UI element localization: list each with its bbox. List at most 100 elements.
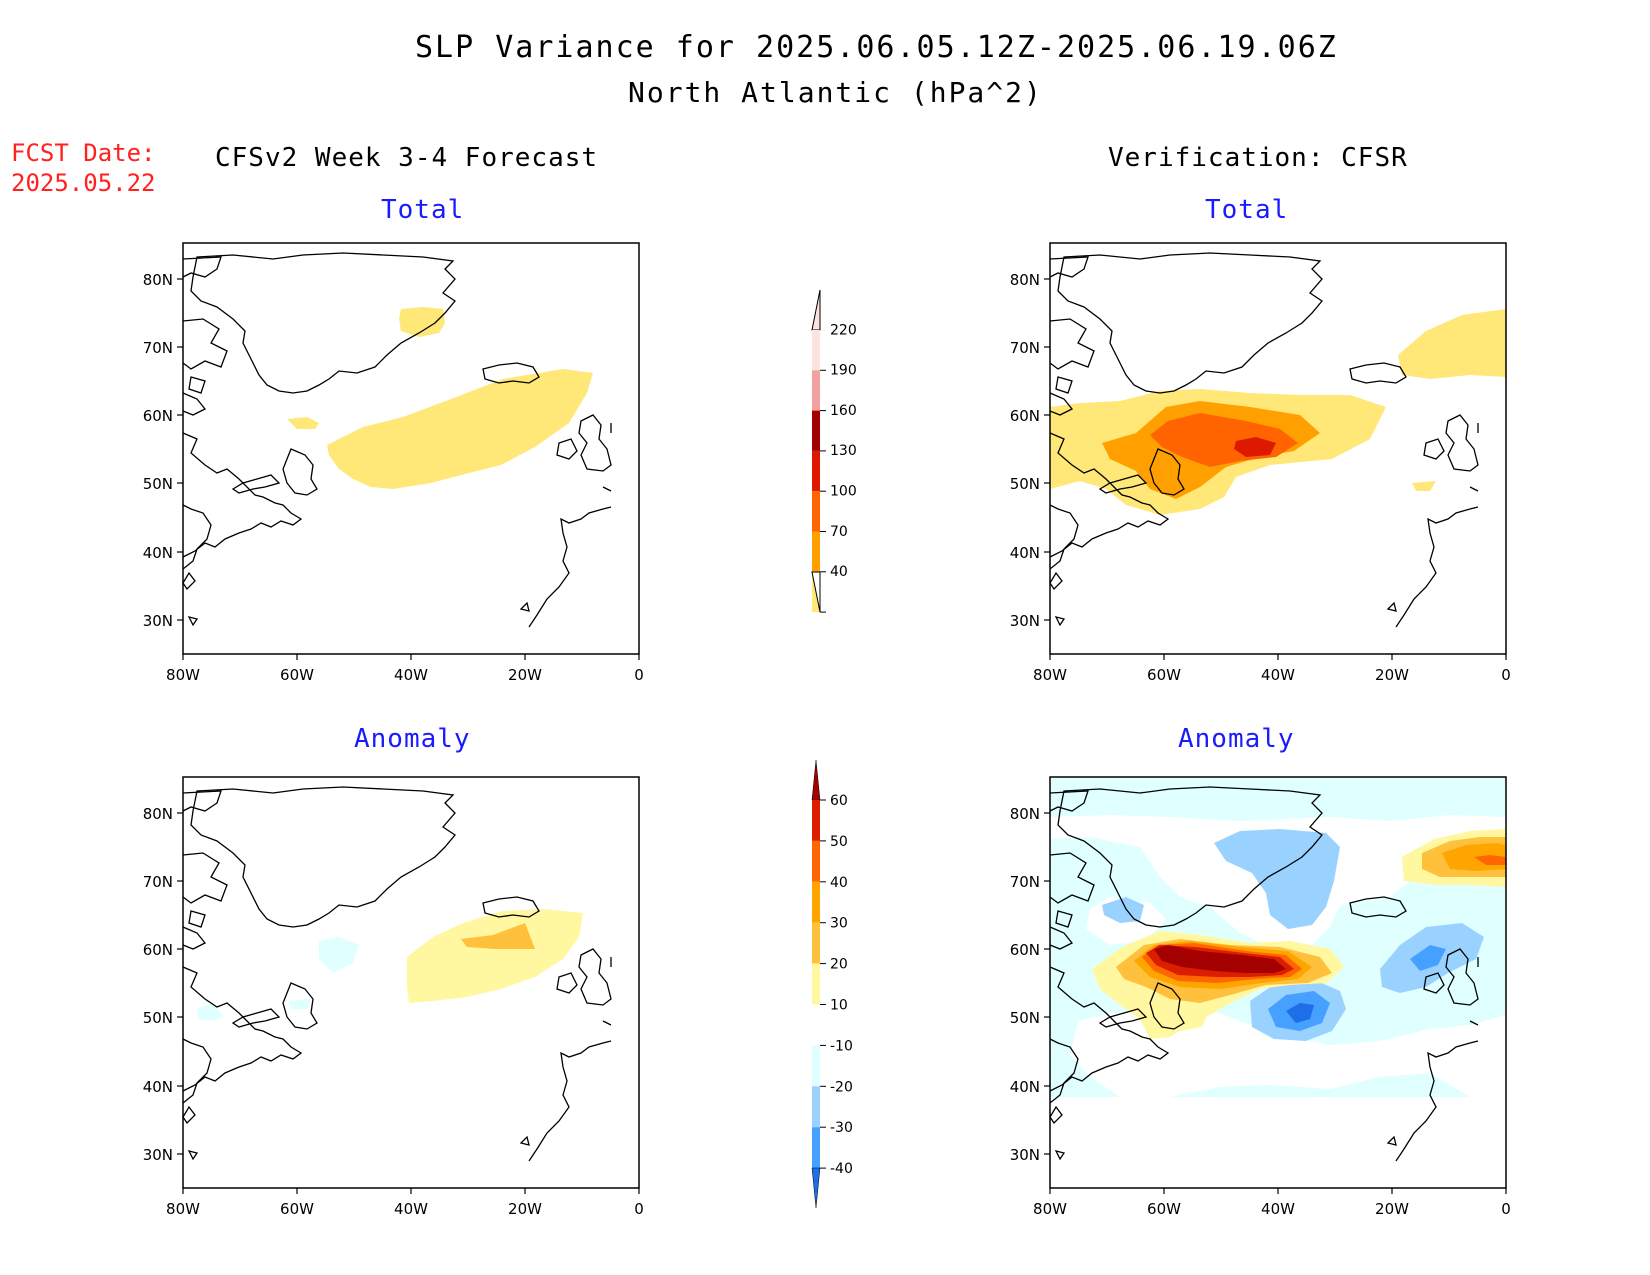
forecast-heading: CFSv2 Week 3-4 Forecast <box>215 143 599 173</box>
shade-fc-total-labrador <box>287 417 319 429</box>
colorbar-total-box <box>812 330 820 371</box>
lon-label: 40W <box>394 1200 428 1218</box>
shade-fc-anom-cyan-2 <box>197 1003 223 1021</box>
colorbar-total-label: 130 <box>830 443 857 459</box>
verification-heading: Verification: CFSR <box>1108 143 1408 173</box>
lat-label: 40N <box>143 1078 173 1096</box>
lat-label: 70N <box>143 339 173 357</box>
colorbar-anomaly-label: 10 <box>830 998 848 1014</box>
colorbar-total-label: 40 <box>830 564 848 580</box>
shade-fc-anom-yellow <box>407 909 583 1003</box>
colorbar-total-label: 70 <box>830 524 848 540</box>
lat-label: 40N <box>1010 544 1040 562</box>
colorbar-anomaly-label: 60 <box>830 793 848 809</box>
panel-title-verification-total: Total <box>1205 195 1289 225</box>
colorbar-total-cap-bottom <box>811 571 821 613</box>
shade-vf-anom-blue-arctic <box>1102 897 1144 923</box>
colorbar-anomaly-labels: 60 50 40 30 20 10 -10 -20 -30 -40 <box>820 793 853 1177</box>
shade-fc-total-atlantic <box>327 369 593 489</box>
lon-label: 40W <box>394 666 428 684</box>
colorbar-anomaly-label: -30 <box>830 1120 853 1136</box>
lon-label: 80W <box>166 1200 200 1218</box>
lat-label: 70N <box>143 873 173 891</box>
lon-label: 80W <box>1033 666 1067 684</box>
colorbar-anomaly-label: -10 <box>830 1038 853 1054</box>
colorbar-total-cap-top <box>811 289 821 331</box>
shade-fc-anom-cyan-3 <box>289 999 311 1009</box>
main-subtitle: North Atlantic (hPa^2) <box>628 76 1043 109</box>
map-verification-anomaly <box>1049 776 1507 1189</box>
colorbar-anomaly-box <box>812 800 820 841</box>
colorbar-anomaly-cap-bottom <box>811 1167 821 1209</box>
shade-vf-anom-blue-east-core <box>1410 945 1446 971</box>
shade-vf-total-ne <box>1398 309 1506 379</box>
colorbar-anomaly-label: 20 <box>830 957 848 973</box>
colorbar-total-label: 220 <box>830 322 857 338</box>
lat-label: 50N <box>143 475 173 493</box>
colorbar-total-labels: 220 190 160 130 100 70 40 <box>820 322 857 613</box>
colorbar-anomaly-label: -40 <box>830 1161 853 1177</box>
lat-label: 30N <box>1010 612 1040 630</box>
lat-label: 40N <box>143 544 173 562</box>
lat-label: 60N <box>143 407 173 425</box>
shade-vf-anom-blue-greenland <box>1214 829 1340 929</box>
lon-label: 80W <box>1033 1200 1067 1218</box>
lat-label: 60N <box>1010 407 1040 425</box>
panel-title-forecast-total: Total <box>381 195 465 225</box>
colorbar-anomaly-box <box>812 840 820 882</box>
shade-vf-anom-yellow-sw <box>1166 1005 1210 1031</box>
colorbar-anomaly-label: 50 <box>830 834 848 850</box>
colorbar-anomaly-box <box>812 922 820 964</box>
lat-label: 80N <box>143 271 173 289</box>
axes-layer: 80N 70N 60N 50N 40N 30N 80W 60W 40W 20W 0 80N 70N 60N… <box>143 271 1511 1218</box>
colorbar-total-label: 160 <box>830 403 857 419</box>
shade-vf-anom-blue-south-core <box>1286 1003 1314 1023</box>
main-title: SLP Variance for 2025.06.05.12Z-2025.06.… <box>415 30 1338 65</box>
lon-label: 40W <box>1261 1200 1295 1218</box>
lon-label: 60W <box>1147 1200 1181 1218</box>
lat-label: 60N <box>143 941 173 959</box>
lon-label: 0 <box>1501 666 1511 684</box>
colorbar-anomaly-box <box>812 1045 820 1087</box>
lon-label: 0 <box>634 666 644 684</box>
colorbar-anomaly-label: 30 <box>830 916 848 932</box>
lat-label: 40N <box>1010 1078 1040 1096</box>
colorbar-anomaly-box <box>812 1086 820 1128</box>
shade-fc-total-greenland <box>399 307 445 337</box>
colorbar-anomaly-box <box>812 1004 820 1046</box>
shade-vf-anom-ne-core <box>1474 855 1506 865</box>
shade-vf-total-red <box>1234 437 1276 457</box>
fcst-date: 2025.05.22 <box>11 169 156 197</box>
lat-label: 50N <box>1010 1009 1040 1027</box>
colorbar-total-label: 190 <box>830 363 857 379</box>
lat-label: 70N <box>1010 873 1040 891</box>
lon-label: 80W <box>166 666 200 684</box>
colorbar-anomaly-label: 40 <box>830 875 848 891</box>
lat-label: 30N <box>143 1146 173 1164</box>
map-forecast-anomaly <box>182 776 640 1189</box>
lon-label: 20W <box>1375 666 1409 684</box>
colorbar-total-box <box>812 491 820 532</box>
lon-label: 60W <box>280 1200 314 1218</box>
colorbar-anomaly-label: -20 <box>830 1079 853 1095</box>
colorbar-total-box <box>812 450 820 492</box>
shade-vf-total-small <box>1412 481 1436 491</box>
lat-label: 50N <box>1010 475 1040 493</box>
panel-title-verification-anomaly: Anomaly <box>1178 724 1295 754</box>
colorbar-total-label: 100 <box>830 484 857 500</box>
colorbar-total: 220 190 160 130 100 70 40 <box>811 289 857 613</box>
lon-label: 60W <box>280 666 314 684</box>
colorbar-total-box <box>812 370 820 411</box>
lat-label: 60N <box>1010 941 1040 959</box>
lat-label: 80N <box>1010 805 1040 823</box>
lat-label: 30N <box>143 612 173 630</box>
colorbar-total-box <box>812 531 820 572</box>
lat-label: 70N <box>1010 339 1040 357</box>
colorbar-anomaly-box <box>812 963 820 1005</box>
lon-label: 0 <box>1501 1200 1511 1218</box>
colorbar-total-box <box>812 410 820 451</box>
lon-label: 20W <box>508 666 542 684</box>
map-forecast-total <box>182 242 640 655</box>
lat-label: 30N <box>1010 1146 1040 1164</box>
